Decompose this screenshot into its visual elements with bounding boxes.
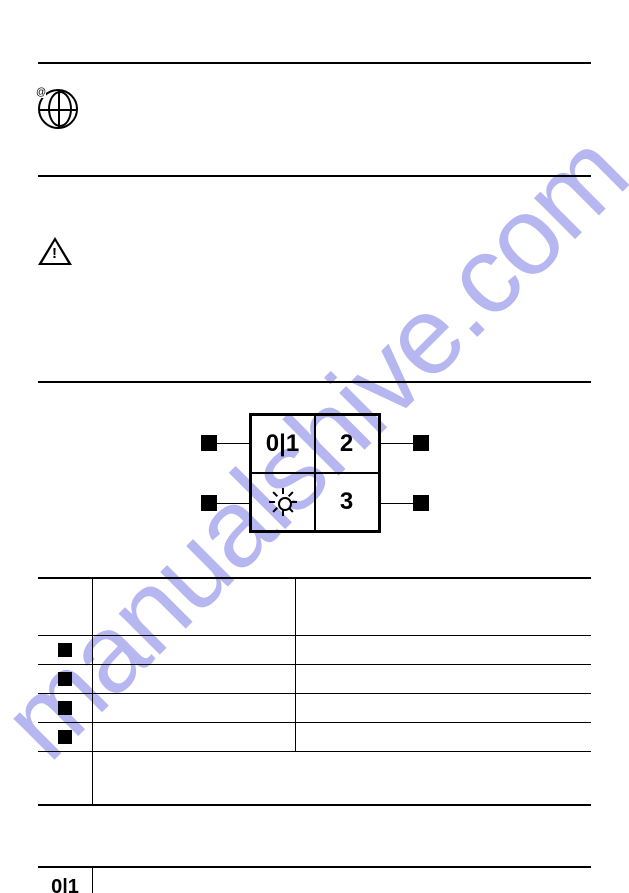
table-2: 0|1	[38, 866, 591, 893]
rule-2	[38, 175, 591, 177]
rule-3	[38, 381, 591, 383]
row-marker	[58, 730, 72, 744]
key-3: 3	[315, 473, 379, 531]
callout-marker	[201, 495, 217, 511]
callout-marker	[201, 435, 217, 451]
key-2: 2	[315, 415, 379, 473]
warning-icon: !	[38, 237, 72, 265]
callout-marker	[413, 495, 429, 511]
row-marker	[58, 672, 72, 686]
table-1	[38, 577, 591, 806]
globe-icon	[38, 89, 591, 129]
table-2-cell: 0|1	[38, 868, 93, 893]
rule-top	[38, 62, 591, 64]
keypad-diagram: 0|1 2 3	[38, 413, 591, 533]
key-power: 0|1	[251, 415, 315, 473]
page-content: ! 0|1 2	[38, 62, 591, 869]
sun-icon	[271, 490, 295, 514]
key-light	[251, 473, 315, 531]
callout-marker	[413, 435, 429, 451]
row-marker	[58, 643, 72, 657]
row-marker	[58, 701, 72, 715]
